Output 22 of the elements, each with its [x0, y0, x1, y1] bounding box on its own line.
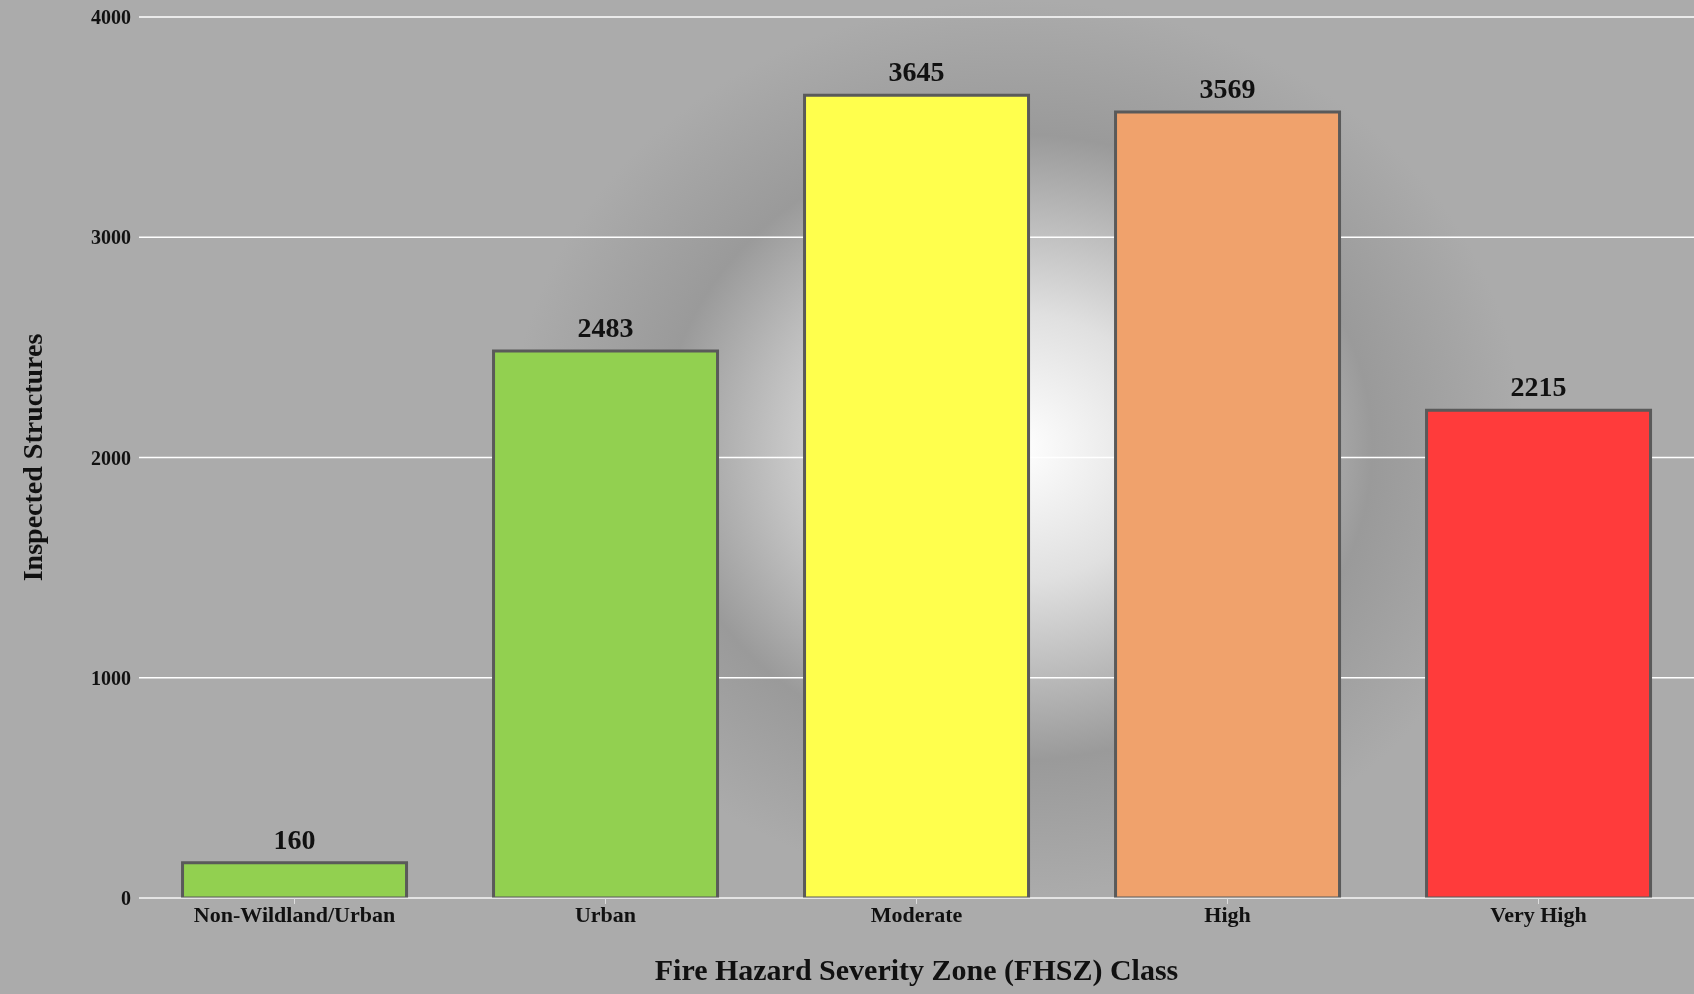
x-tick-label: Moderate: [870, 901, 963, 927]
x-tick-label: Very High: [1490, 901, 1587, 927]
bar: [492, 349, 720, 898]
data-label: 3645: [888, 56, 945, 88]
y-tick-label: 4000: [91, 6, 131, 29]
x-tick-label: High: [1204, 901, 1251, 927]
y-tick-label: 1000: [91, 666, 131, 689]
bar: [1114, 110, 1342, 898]
y-tick-label: 0: [121, 887, 131, 910]
y-axis-title: Inspected Structures: [16, 333, 48, 582]
x-tick-label: Urban: [574, 901, 637, 927]
y-tick-label: 2000: [91, 446, 131, 469]
bar: [181, 861, 409, 898]
y-tick-label: 3000: [91, 226, 131, 249]
x-axis-title: Fire Hazard Severity Zone (FHSZ) Class: [654, 953, 1179, 987]
data-label: 3569: [1199, 72, 1256, 104]
data-label: 160: [273, 823, 316, 855]
bar: [803, 93, 1031, 898]
x-tick-label: Non-Wildland/Urban: [193, 901, 396, 927]
bar: [1425, 408, 1653, 898]
data-label: 2483: [577, 312, 634, 344]
data-label: 2215: [1510, 371, 1567, 403]
